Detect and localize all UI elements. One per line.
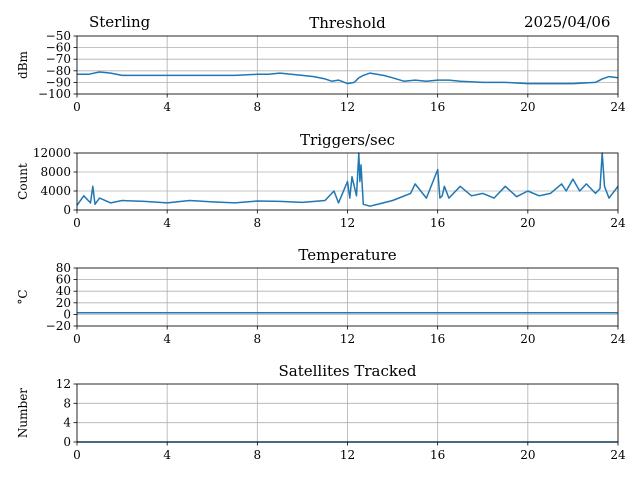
temperature-xtick-label: 20 bbox=[520, 332, 535, 346]
triggers-xtick-label: 12 bbox=[340, 216, 355, 230]
satellites-ytick-label: 12 bbox=[56, 377, 71, 391]
station-name: Sterling bbox=[89, 13, 151, 31]
temperature-ytick-label: 0 bbox=[63, 307, 71, 321]
threshold-ytick-label: −50 bbox=[46, 29, 71, 43]
temperature-ylabel: °C bbox=[16, 289, 30, 304]
temperature-xtick-label: 8 bbox=[254, 332, 262, 346]
temperature-ytick-label: 60 bbox=[56, 273, 71, 287]
temperature-xtick-label: 16 bbox=[430, 332, 445, 346]
satellites-xtick-label: 20 bbox=[520, 448, 535, 462]
threshold-ytick-label: −80 bbox=[46, 64, 71, 78]
triggers-series-line bbox=[76, 152, 619, 207]
threshold-xtick-label: 12 bbox=[340, 100, 355, 114]
threshold-xtick-label: 0 bbox=[73, 100, 81, 114]
threshold-xtick-label: 24 bbox=[610, 100, 626, 114]
satellites-xtick-label: 0 bbox=[73, 448, 81, 462]
temperature-xtick-label: 12 bbox=[340, 332, 355, 346]
triggers-xtick-label: 8 bbox=[254, 216, 262, 230]
threshold-xtick-label: 4 bbox=[163, 100, 171, 114]
triggers-ylabel: Count bbox=[16, 163, 30, 200]
triggers-xtick-label: 20 bbox=[520, 216, 535, 230]
satellites-xtick-label: 4 bbox=[163, 448, 171, 462]
temperature-xtick-label: 0 bbox=[73, 332, 81, 346]
threshold-ytick-label: −100 bbox=[38, 87, 71, 101]
satellites-title: Satellites Tracked bbox=[279, 362, 417, 380]
triggers-title: Triggers/sec bbox=[300, 131, 395, 149]
temperature-ytick-label: 20 bbox=[56, 296, 71, 310]
threshold-ytick-label: −90 bbox=[46, 75, 71, 89]
temperature-ytick-label: −20 bbox=[46, 319, 71, 333]
temperature-xtick-label: 4 bbox=[163, 332, 171, 346]
triggers-ytick-label: 8000 bbox=[40, 165, 71, 179]
date-label: 2025/04/06 bbox=[524, 13, 611, 31]
satellites-ytick-label: 4 bbox=[63, 416, 71, 430]
triggers-ytick-label: 12000 bbox=[33, 146, 71, 160]
satellites-ytick-label: 0 bbox=[63, 435, 71, 449]
satellites-xtick-label: 12 bbox=[340, 448, 355, 462]
triggers-xtick-label: 24 bbox=[610, 216, 626, 230]
threshold-xtick-label: 8 bbox=[254, 100, 262, 114]
triggers-xtick-label: 4 bbox=[163, 216, 171, 230]
threshold-ylabel: dBm bbox=[16, 50, 30, 79]
temperature-ytick-label: 40 bbox=[56, 284, 71, 298]
threshold-series-line bbox=[77, 71, 619, 85]
satellites-xtick-label: 8 bbox=[254, 448, 262, 462]
temperature-ytick-label: 80 bbox=[56, 261, 71, 275]
threshold-xtick-label: 16 bbox=[430, 100, 445, 114]
triggers-xtick-label: 0 bbox=[73, 216, 81, 230]
satellites-ylabel: Number bbox=[16, 388, 30, 438]
temperature-xtick-label: 24 bbox=[610, 332, 626, 346]
threshold-title: Threshold bbox=[309, 14, 386, 32]
satellites-ytick-label: 8 bbox=[63, 396, 71, 410]
triggers-ytick-label: 0 bbox=[63, 203, 71, 217]
satellites-xtick-label: 16 bbox=[430, 448, 445, 462]
threshold-ytick-label: −60 bbox=[46, 41, 71, 55]
threshold-xtick-label: 20 bbox=[520, 100, 535, 114]
temperature-title: Temperature bbox=[298, 246, 396, 264]
triggers-xtick-label: 16 bbox=[430, 216, 445, 230]
satellites-xtick-label: 24 bbox=[610, 448, 626, 462]
threshold-ytick-label: −70 bbox=[46, 52, 71, 66]
triggers-ytick-label: 4000 bbox=[40, 184, 71, 198]
